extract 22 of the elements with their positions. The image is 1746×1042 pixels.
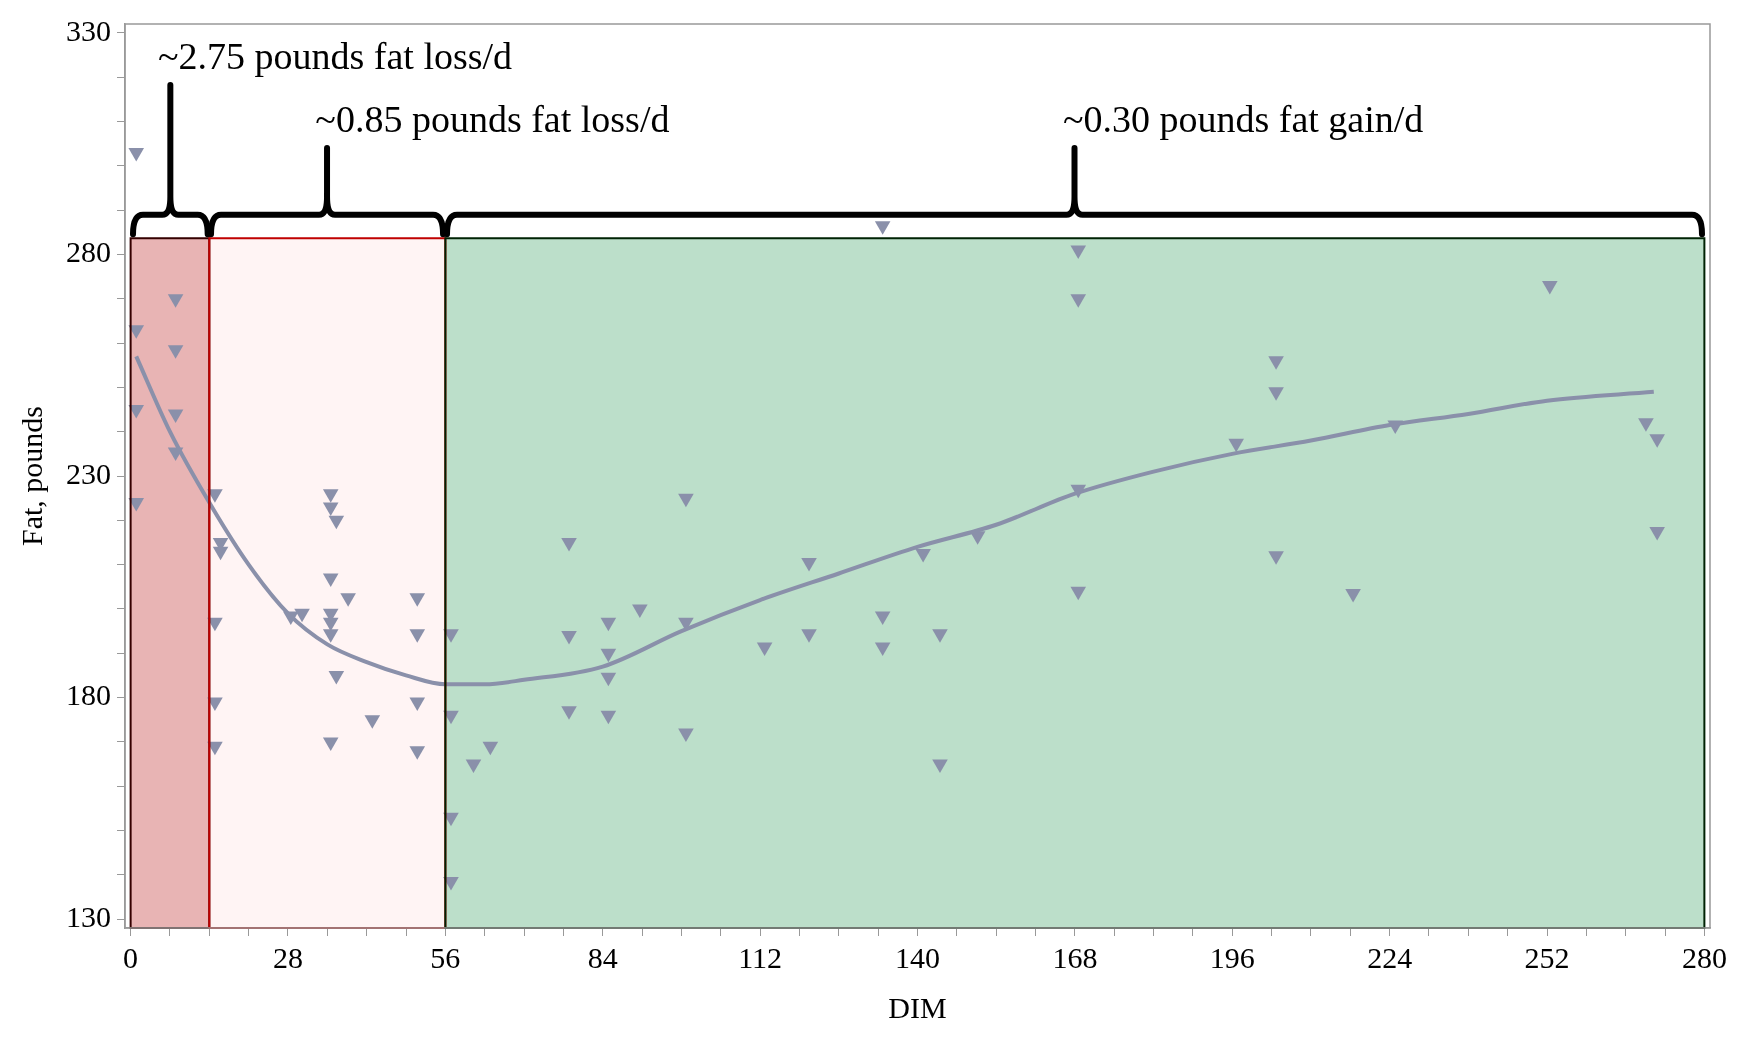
y-tick-label: 230 xyxy=(66,456,111,490)
x-tick-label: 112 xyxy=(738,940,783,974)
x-tick-label: 56 xyxy=(430,940,461,974)
band-label: ~2.75 pounds fat loss/d xyxy=(157,35,513,77)
x-tick-label: 0 xyxy=(123,940,139,974)
x-tick-label: 168 xyxy=(1052,940,1098,974)
x-tick-label: 196 xyxy=(1209,940,1255,974)
y-tick-label: 130 xyxy=(66,900,111,934)
y-tick-label: 180 xyxy=(66,678,111,712)
line-series xyxy=(134,354,1656,687)
x-axis-title: DIM xyxy=(888,990,947,1024)
x-tick-label: 224 xyxy=(1367,940,1413,974)
y-tick-label: 280 xyxy=(66,235,111,269)
y-axis-title: Fat, pounds xyxy=(14,405,48,547)
y-tick-label: 330 xyxy=(66,13,111,47)
x-tick-label: 84 xyxy=(587,940,618,974)
band-label: ~0.85 pounds fat loss/d xyxy=(315,98,670,140)
x-tick-label: 252 xyxy=(1524,940,1570,974)
x-tick-label: 280 xyxy=(1681,940,1727,974)
band-label: ~0.30 pounds fat gain/d xyxy=(1062,98,1424,140)
x-tick-label: 28 xyxy=(273,940,303,974)
x-tick-label: 140 xyxy=(895,940,940,974)
